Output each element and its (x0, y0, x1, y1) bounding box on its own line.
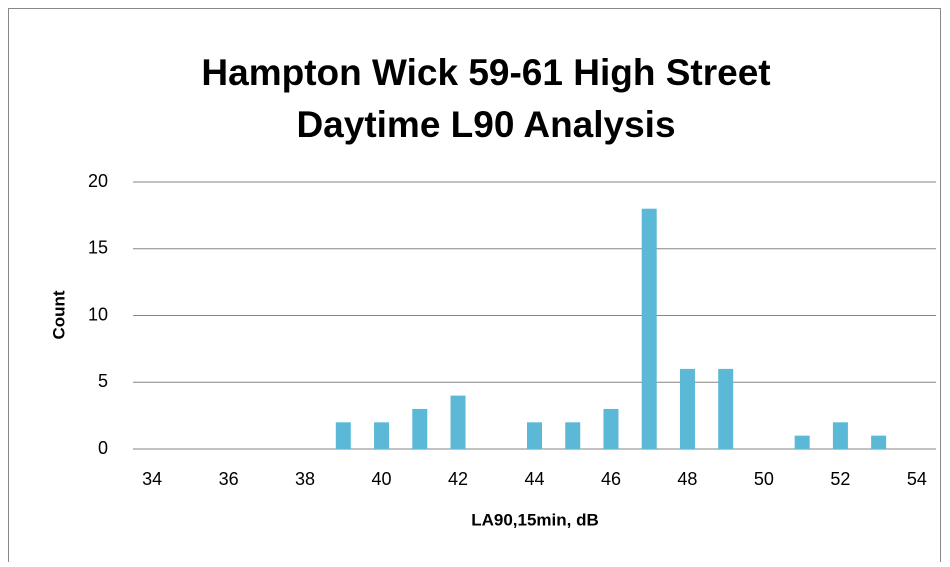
y-tick-label: 5 (98, 371, 108, 391)
chart-title: Daytime L90 Analysis (296, 104, 675, 145)
bar (450, 395, 466, 449)
x-axis-title: LA90,15min, dB (471, 510, 599, 529)
bar (832, 422, 848, 449)
y-tick-label: 15 (88, 238, 108, 258)
bar (565, 422, 581, 449)
chart-border (8, 8, 941, 562)
chart-title: Hampton Wick 59-61 High Street (201, 52, 770, 93)
y-tick-label: 0 (98, 438, 108, 458)
bar (374, 422, 390, 449)
x-tick-label: 54 (907, 469, 927, 489)
x-tick-label: 48 (677, 469, 697, 489)
bar (603, 408, 619, 449)
x-tick-label: 44 (524, 469, 544, 489)
bar (679, 368, 695, 449)
x-tick-label: 36 (219, 469, 239, 489)
x-tick-label: 40 (372, 469, 392, 489)
y-tick-label: 20 (88, 171, 108, 191)
x-tick-label: 34 (142, 469, 162, 489)
bar (412, 408, 428, 449)
x-tick-label: 50 (754, 469, 774, 489)
bar (794, 435, 810, 449)
x-tick-label: 52 (830, 469, 850, 489)
x-tick-label: 46 (601, 469, 621, 489)
bar (871, 435, 887, 449)
y-tick-label: 10 (88, 304, 108, 324)
y-axis-title: Count (49, 290, 68, 339)
bar (527, 422, 542, 449)
bar (335, 422, 351, 449)
x-tick-label: 42 (448, 469, 468, 489)
x-tick-label: 38 (295, 469, 315, 489)
bar (718, 368, 734, 449)
bar (641, 208, 657, 449)
